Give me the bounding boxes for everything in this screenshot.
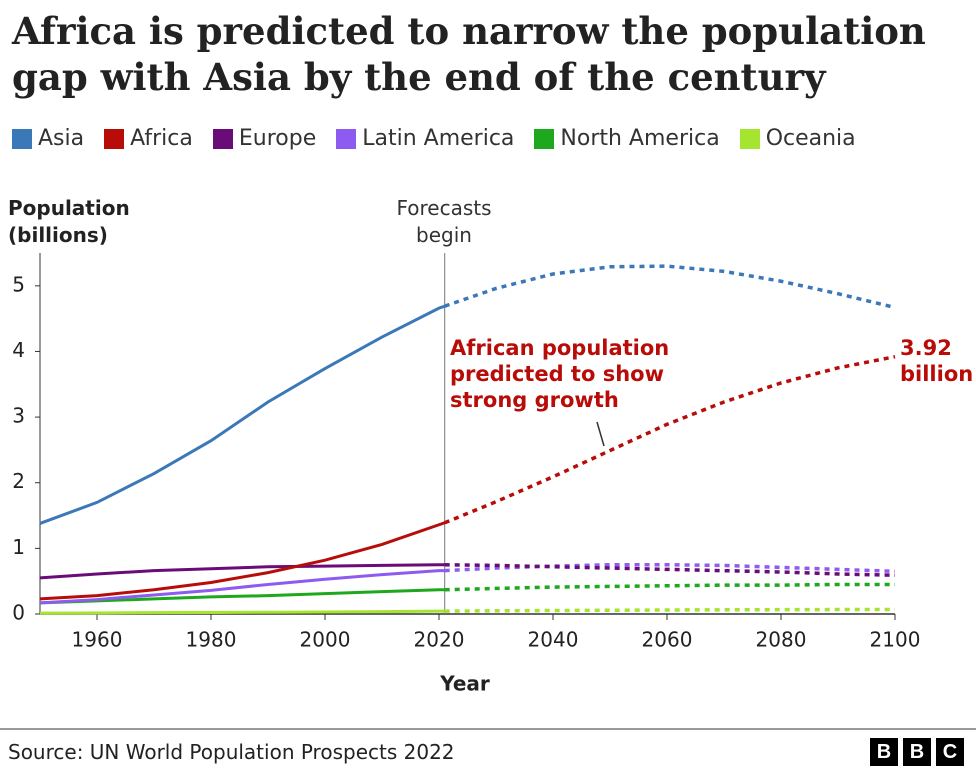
legend-swatch xyxy=(212,128,233,149)
y-tick-label: 1 xyxy=(12,535,25,559)
x-tick-label: 1960 xyxy=(72,628,123,652)
forecast-line-series xyxy=(444,264,896,310)
x-tick-label: 2020 xyxy=(414,628,465,652)
y-tick-label: 4 xyxy=(12,338,25,362)
y-tick-label: 2 xyxy=(12,469,25,493)
x-tick-label: 2060 xyxy=(642,628,693,652)
logo-letter: B xyxy=(870,738,898,766)
legend-label: Europe xyxy=(238,126,317,151)
legend-item: Europe xyxy=(212,126,317,151)
forecast-label: Forecasts begin xyxy=(396,196,492,247)
legend-swatch xyxy=(104,128,125,149)
forecast-line-series xyxy=(444,582,895,592)
legend-label: Oceania xyxy=(765,126,856,151)
x-tick-label: 2040 xyxy=(528,628,579,652)
solid-line xyxy=(39,609,445,615)
solid-line xyxy=(39,588,445,605)
solid-line xyxy=(39,569,445,605)
legend-item: Asia xyxy=(12,126,84,151)
forecast-line-series xyxy=(444,563,896,578)
annotation-pointer xyxy=(596,421,605,447)
x-tick-label: 2100 xyxy=(870,628,921,652)
legend-item: Latin America xyxy=(336,126,514,151)
legend: Asia Africa Europe Latin America North Ameri… xyxy=(12,126,856,151)
legend-item: North America xyxy=(534,126,720,151)
logo-letter: B xyxy=(903,738,931,766)
x-axis-label: Year xyxy=(439,672,490,696)
x-tick-label: 2080 xyxy=(756,628,807,652)
solid-line xyxy=(39,304,446,525)
chart: 0 1 2 3 4 5 1960 1980 2000 2020 2040 2060 2080 2100 Ye… xyxy=(0,253,976,730)
forecast-line-series xyxy=(444,563,896,574)
legend-label: Africa xyxy=(130,126,193,151)
annotation: African population predicted to show str… xyxy=(450,336,670,412)
x-tick-label: 2000 xyxy=(300,628,351,652)
forecast-line-series xyxy=(444,354,896,525)
legend-label: Asia xyxy=(38,126,85,151)
solid-line xyxy=(39,563,445,580)
y-tick-label: 5 xyxy=(12,272,25,296)
y-tick-label: 3 xyxy=(12,404,25,428)
y-tick-label: 0 xyxy=(12,601,25,625)
source: Source: UN World Population Prospects 20… xyxy=(8,740,455,764)
legend-label: Latin America xyxy=(362,126,515,151)
legend-swatch xyxy=(739,128,760,149)
solid-line xyxy=(39,521,446,601)
legend-swatch xyxy=(534,128,555,149)
y-axis-label: Population (billions) xyxy=(8,196,130,247)
logo-letter: C xyxy=(936,738,964,766)
forecast-line-series xyxy=(444,607,896,613)
legend-label: North America xyxy=(560,126,720,151)
legend-swatch xyxy=(336,128,357,149)
legend-item: Africa xyxy=(104,126,193,151)
legend-item: Oceania xyxy=(739,126,856,151)
logo: B B C xyxy=(870,738,964,766)
data-label: 3.92 billion xyxy=(900,336,974,386)
legend-swatch xyxy=(12,128,32,149)
x-tick-label: 1980 xyxy=(186,628,237,652)
chart-title: Africa is predicted to narrow the popula… xyxy=(12,9,926,99)
